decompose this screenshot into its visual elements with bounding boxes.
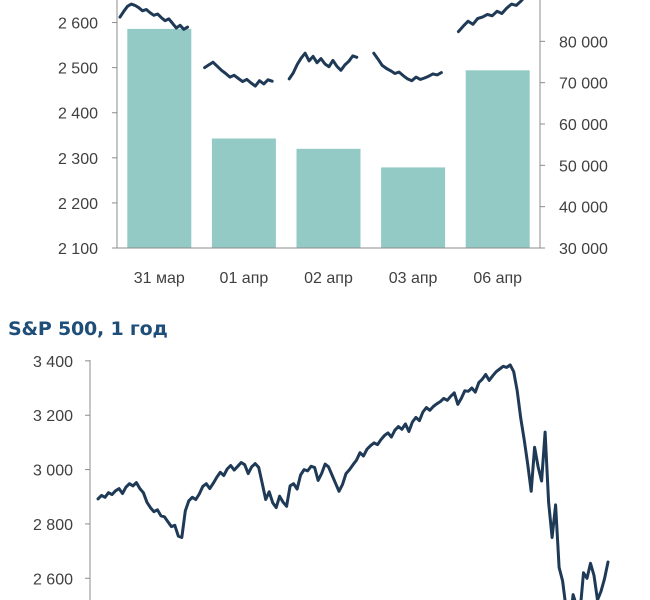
left-tick-label: 2 500 [58,61,98,78]
top-chart-bars [127,28,530,249]
top-chart-x-ticks: 31 мар 01 апр 02 апр 03 апр 06 апр [134,270,522,287]
intraday-index-line [203,60,274,88]
right-tick-label: 40 000 [559,200,608,217]
sp500-y-ticks: 2 600 2 800 3 000 3 200 3 400 [33,354,90,588]
intraday-index-line [372,51,443,83]
top-chart-left-ticks: 2 100 2 200 2 300 2 400 2 500 2 600 [58,16,117,258]
sp500-tick-label: 2 800 [33,517,73,534]
x-tick-label: 31 мар [134,270,185,287]
left-tick-label: 2 400 [58,106,98,123]
intraday-index-line [287,51,359,81]
sp500-chart: 2 600 2 800 3 000 3 200 3 400 [33,354,610,600]
right-tick-label: 70 000 [559,76,608,93]
volume-bar [127,28,192,249]
left-tick-label: 2 200 [58,196,98,213]
volume-bar [296,148,361,248]
left-tick-label: 2 300 [58,151,98,168]
volume-bar [381,167,446,248]
left-tick-label: 2 100 [58,241,98,258]
sp500-line-group [96,363,610,600]
sp500-tick-label: 3 200 [33,408,73,425]
right-tick-label: 30 000 [559,241,608,258]
sp500-price-line [96,363,610,600]
right-tick-label: 60 000 [559,117,608,134]
top-chart-right-ticks: 30 000 40 000 50 000 60 000 70 000 80 000 [540,34,608,258]
intraday-index-line [118,2,190,31]
volume-bar [465,70,530,248]
right-tick-label: 50 000 [559,158,608,175]
sp500-tick-label: 3 000 [33,463,73,480]
sp500-chart-title: S&P 500, 1 год [8,318,168,340]
intraday-index-line [456,0,525,34]
right-tick-label: 80 000 [559,34,608,51]
top-chart-intraday-lines [118,0,525,88]
top-chart: 2 100 2 200 2 300 2 400 2 500 2 600 30 000 40 … [58,0,608,287]
x-tick-label: 06 апр [473,270,522,287]
sp500-tick-label: 2 600 [33,571,73,588]
left-tick-label: 2 600 [58,16,98,33]
sp500-tick-label: 3 400 [33,354,73,371]
x-tick-label: 02 апр [304,270,353,287]
x-tick-label: 03 апр [389,270,438,287]
x-tick-label: 01 апр [220,270,269,287]
volume-bar [211,138,276,248]
